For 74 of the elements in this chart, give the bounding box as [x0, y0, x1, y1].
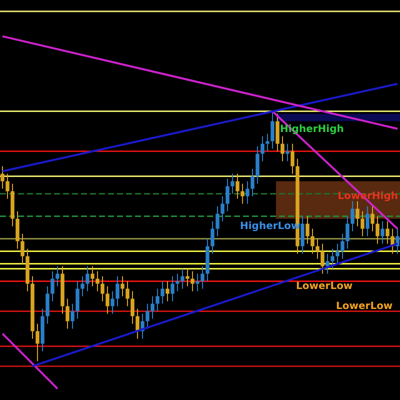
candlestick [360, 210, 364, 237]
candlestick [66, 298, 70, 330]
candlestick [146, 303, 150, 330]
candlestick [90, 266, 94, 287]
candlestick [250, 168, 254, 197]
candlestick [56, 266, 60, 287]
candlestick [216, 206, 220, 237]
candlestick [366, 206, 370, 237]
candlestick [210, 220, 214, 254]
candlestick [160, 280, 164, 304]
annotation: LowerLow [336, 300, 393, 312]
candlestick [70, 303, 74, 330]
candlestick [120, 276, 124, 297]
candlestick [100, 276, 104, 302]
candlestick [350, 200, 354, 232]
candlestick [230, 173, 234, 194]
candlestick [180, 268, 184, 290]
candlestick [376, 216, 380, 244]
candlestick [76, 280, 80, 320]
candlestick [240, 183, 244, 204]
candlestick [36, 323, 40, 362]
candlestick [320, 243, 324, 274]
candlestick [50, 270, 54, 302]
candlestick [260, 136, 264, 162]
candlestick [96, 270, 100, 292]
candlestick [256, 146, 260, 184]
candlestick [136, 308, 140, 340]
candlestick [186, 268, 190, 287]
candlestick [46, 286, 50, 324]
candlestick [380, 220, 384, 244]
candlestick [6, 173, 10, 200]
candlestick [346, 216, 350, 250]
candlestick [246, 180, 250, 204]
candlestick [336, 243, 340, 264]
candlestick [150, 296, 154, 320]
candlestick [80, 276, 84, 297]
candlestick [326, 253, 330, 274]
candlestick [300, 216, 304, 254]
candlestick [20, 233, 24, 264]
candlestick [280, 136, 284, 162]
candlestick [290, 143, 294, 174]
candlestick [306, 216, 310, 244]
candlestick [316, 238, 320, 260]
candlestick [390, 228, 394, 254]
candlestick [386, 220, 390, 244]
candlestick [286, 143, 290, 162]
candlestick [396, 228, 400, 254]
candlestick [356, 200, 360, 227]
candlestick [166, 280, 170, 302]
candlestick [266, 133, 270, 152]
candlestick [106, 286, 110, 314]
candlestick [330, 248, 334, 270]
candlestick [200, 266, 204, 290]
candlestick [270, 110, 274, 150]
candlestick [16, 210, 20, 250]
candlestick [310, 228, 314, 254]
candlestick [170, 276, 174, 302]
candlestick [220, 196, 224, 222]
candlestick [176, 273, 180, 292]
candlestick [196, 273, 200, 292]
candlestick [116, 276, 120, 307]
candlestick [86, 266, 90, 292]
candlestick [236, 173, 240, 200]
candlestick [370, 206, 374, 232]
candlestick [130, 290, 134, 324]
candlestick [226, 178, 230, 212]
candlestick [276, 113, 280, 152]
candlestick [126, 280, 130, 307]
candlestick [340, 233, 344, 260]
candlestick [190, 270, 194, 292]
annotation: LowerLow [296, 280, 353, 292]
candlestick [0, 166, 4, 190]
candlestick [110, 290, 114, 314]
candlestick [156, 288, 160, 312]
